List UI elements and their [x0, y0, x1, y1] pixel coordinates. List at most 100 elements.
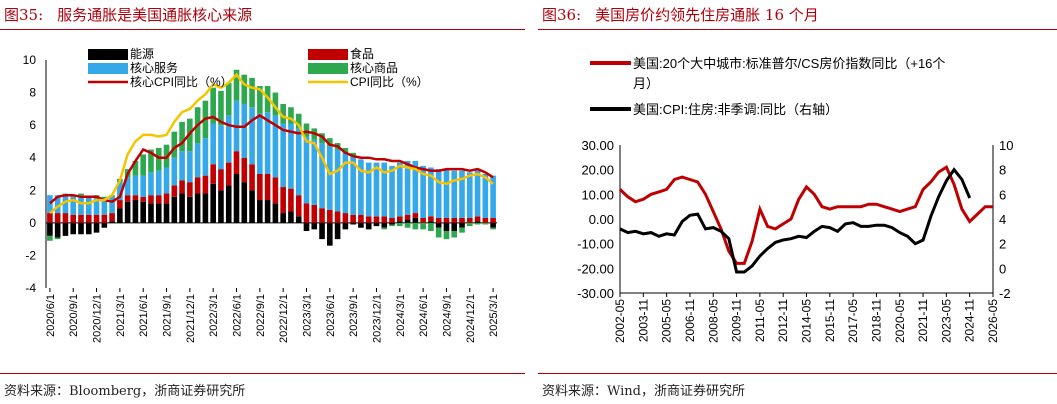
bar-energy	[155, 203, 162, 223]
bar-core_goods	[288, 107, 294, 124]
bar-core_services	[124, 177, 131, 196]
legend-label: 美国:20个大中城市:标准普尔/CS房价指数同比（+16个	[633, 56, 945, 71]
bar-core_services	[132, 175, 139, 196]
bar-core_services	[78, 195, 84, 215]
x-tick-label: 2022/6/1	[232, 294, 244, 337]
bar-core_goods	[257, 86, 263, 114]
bar-food	[280, 187, 286, 214]
y-tick-label: 2	[29, 183, 36, 197]
x-tick-label: 2015-11	[823, 299, 837, 342]
bar-energy	[342, 222, 349, 230]
bar-food	[404, 214, 411, 220]
bar-core_services	[47, 195, 53, 214]
bar-energy	[187, 196, 193, 223]
bar-food	[140, 196, 146, 202]
bar-core_goods	[225, 82, 232, 116]
y-tick-label: 8	[29, 86, 36, 100]
bar-core_goods	[389, 224, 395, 227]
bar-core_goods	[490, 227, 496, 230]
x-tick-label: 2023-05	[939, 299, 953, 343]
bar-energy	[358, 222, 364, 228]
bar-energy	[194, 193, 201, 223]
bar-food	[428, 216, 434, 222]
figure-title: 图36: 美国房价约领先住房通胀 16 个月	[542, 4, 819, 25]
bar-energy	[140, 201, 146, 223]
bar-core_services	[365, 162, 372, 217]
x-tick-label: 2002-05	[613, 299, 627, 343]
bar-food	[179, 180, 185, 194]
bar-energy	[443, 222, 450, 231]
bar-core_services	[280, 123, 286, 188]
bar-energy	[78, 222, 84, 235]
bar-energy	[404, 219, 411, 223]
bar-core_services	[101, 198, 108, 215]
right-y-tick-label: 4	[999, 212, 1006, 227]
bar-core_goods	[155, 147, 162, 171]
bar-core_services	[54, 195, 61, 214]
bar-core_services	[140, 175, 146, 197]
x-tick-label: 2024/6/1	[418, 294, 430, 337]
left-y-tick-label: -20.00	[577, 261, 614, 276]
bar-core_services	[62, 193, 69, 214]
bar-core_goods	[303, 123, 310, 137]
bar-core_services	[334, 149, 341, 212]
bar-food	[109, 213, 115, 222]
bar-energy	[389, 222, 395, 225]
x-tick-label: 2018-11	[869, 299, 883, 342]
bar-core_goods	[132, 160, 139, 176]
bar-food	[350, 214, 356, 223]
title-rule	[0, 29, 525, 30]
bar-food	[241, 157, 248, 183]
bar-core_goods	[327, 138, 333, 147]
bar-core_goods	[241, 74, 248, 104]
bar-core_services	[373, 162, 380, 217]
bar-food	[187, 182, 193, 197]
bar-core_services	[428, 167, 434, 217]
bar-core_services	[474, 170, 481, 217]
bar-food	[70, 214, 77, 223]
bar-core_services	[257, 113, 263, 174]
bar-food	[257, 174, 263, 201]
bar-core_goods	[171, 131, 178, 158]
bar-core_services	[210, 123, 216, 165]
bar-food	[233, 151, 240, 174]
line-core-cpi	[49, 113, 494, 205]
bar-energy	[412, 217, 419, 223]
bar-food	[373, 216, 380, 223]
bar-food	[311, 204, 318, 223]
bar-food	[466, 217, 473, 223]
bar-energy	[280, 213, 286, 223]
legend-label: 核心CPI同比（%）	[130, 75, 233, 89]
bar-food	[420, 217, 426, 223]
bar-core_goods	[140, 154, 146, 176]
right-y-tick-label: 2	[999, 237, 1006, 252]
bar-energy	[210, 183, 216, 223]
bar-energy	[117, 208, 123, 223]
bar-food	[319, 208, 325, 223]
bar-core_services	[187, 151, 193, 183]
bar-food	[327, 209, 333, 223]
bar-core_services	[420, 165, 426, 218]
x-tick-label: 2008-05	[706, 299, 720, 343]
left-chart-panel: 图35: 服务通胀是美国通胀核心来源 10 8 6 4 2 0 -2 -4 2020/6/1 202…	[0, 0, 525, 404]
bar-food	[443, 217, 450, 223]
bar-core_goods	[233, 69, 240, 101]
legend-label: 能源	[130, 47, 154, 61]
bar-core_goods	[148, 149, 154, 173]
bar-food	[381, 216, 388, 223]
left-y-tick-label: -30.00	[577, 286, 614, 301]
bar-core_goods	[482, 222, 489, 225]
legend-label: 核心商品	[350, 60, 398, 75]
right-y-tick-label: 6	[999, 187, 1006, 202]
right-y-tick-label: 8	[999, 163, 1006, 178]
bar-food	[54, 213, 61, 223]
bar-energy	[257, 200, 263, 223]
bar-core_services	[241, 103, 248, 158]
bar-food	[451, 217, 458, 223]
bar-food	[482, 217, 489, 223]
bar-core_goods	[420, 222, 426, 230]
bar-core_services	[218, 125, 224, 170]
x-tick-label: 2020/6/1	[45, 294, 57, 337]
bar-food	[85, 214, 92, 223]
bar-energy	[303, 222, 310, 231]
